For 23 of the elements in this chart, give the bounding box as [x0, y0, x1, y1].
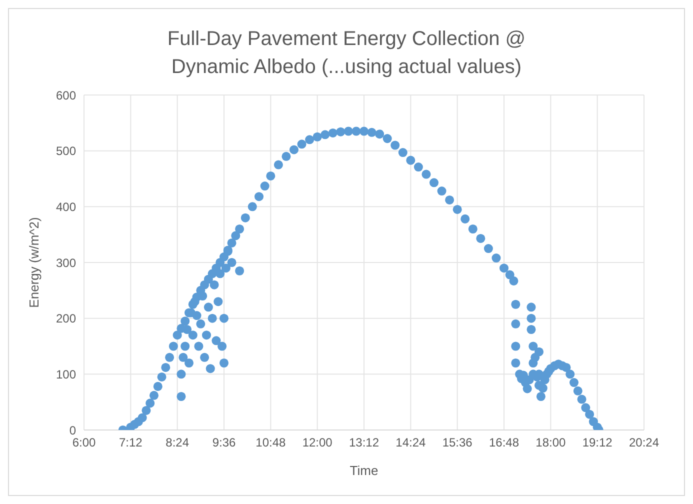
x-tick-label: 16:48: [488, 436, 520, 450]
y-tick-label: 600: [56, 88, 76, 102]
x-tick-label: 19:12: [582, 436, 613, 450]
x-tick-label: 12:00: [302, 436, 333, 450]
y-tick-label: 100: [56, 367, 76, 382]
y-tick-label: 300: [56, 256, 76, 270]
y-tick-label: 400: [56, 200, 76, 214]
x-tick-label: 13:12: [348, 436, 380, 450]
y-tick-label: 500: [56, 144, 76, 158]
x-tick-label: 7:12: [118, 436, 143, 450]
chart-title: Full-Day Pavement Energy Collection @ Dynamic Albedo (...using actual values): [166, 27, 527, 80]
x-tick-label: 18:00: [536, 436, 566, 450]
x-tick-label: 10:48: [256, 436, 286, 450]
x-tick-label: 8:24: [166, 436, 190, 450]
x-tick-label: 20:24: [628, 436, 660, 450]
y-tick-label: 0: [69, 423, 76, 438]
x-tick-label: 15:36: [442, 436, 473, 450]
x-tick-label: 6:00: [72, 436, 96, 450]
x-axis-title: Time: [350, 463, 378, 478]
y-axis-title: Energy (w/m^2): [26, 217, 42, 308]
x-tick-label: 9:36: [212, 436, 236, 450]
y-tick-label: 200: [56, 312, 76, 326]
x-tick-label: 14:24: [396, 436, 426, 450]
